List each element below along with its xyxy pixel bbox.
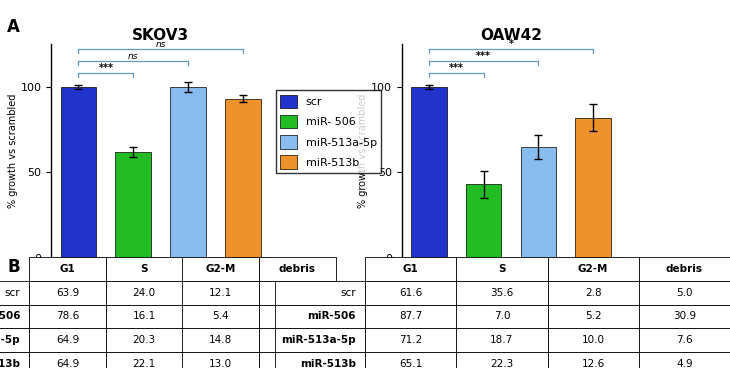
Text: ***: *** (99, 63, 113, 72)
Y-axis label: % growth vs scrambled: % growth vs scrambled (7, 94, 18, 208)
Text: B: B (7, 258, 20, 276)
Bar (575, 118, 611, 258)
Text: ***: *** (449, 63, 464, 72)
Title: SKOV3: SKOV3 (132, 28, 189, 43)
Text: *: * (509, 39, 513, 49)
Bar (466, 184, 502, 258)
Bar (225, 99, 261, 258)
Bar (170, 87, 206, 258)
Y-axis label: % growth vs scrambled: % growth vs scrambled (358, 94, 368, 208)
Text: ***: *** (476, 51, 491, 61)
Text: ns: ns (155, 40, 166, 49)
Bar (61, 87, 96, 258)
Bar (520, 146, 556, 258)
Text: ns: ns (128, 52, 139, 61)
Bar (411, 87, 447, 258)
Bar (115, 152, 151, 258)
Title: OAW42: OAW42 (480, 28, 542, 43)
Legend: scr, miR- 506, miR-513a-5p, miR-513b: scr, miR- 506, miR-513a-5p, miR-513b (276, 90, 381, 173)
Text: A: A (7, 18, 20, 36)
